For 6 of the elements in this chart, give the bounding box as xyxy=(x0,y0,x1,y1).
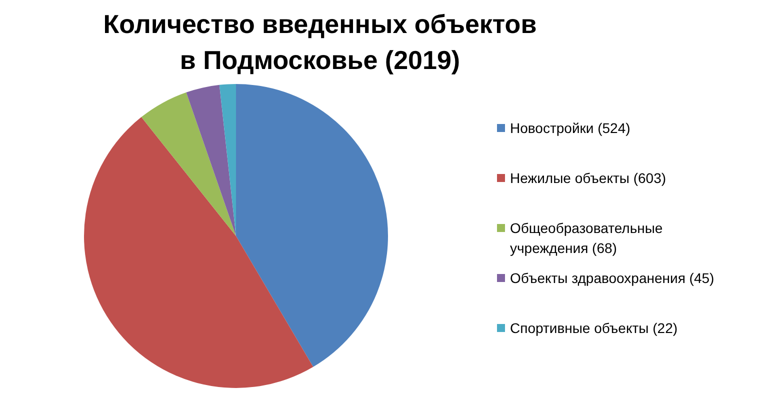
legend-label: Спортивные объекты (22) xyxy=(510,319,678,338)
legend-label: Нежилые объекты (603) xyxy=(510,169,666,188)
legend-label: Общеобразовательные учреждения (68) xyxy=(510,219,664,258)
chart-title: Количество введенных объектов в Подмосковье (2019) xyxy=(102,8,538,77)
legend-label: Объекты здравоохранения (45) xyxy=(510,269,714,288)
legend-label: Новостройки (524) xyxy=(510,119,630,138)
